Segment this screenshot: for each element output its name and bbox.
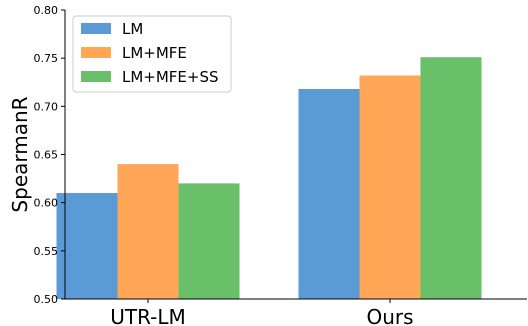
- legend-swatch: [81, 71, 111, 82]
- y-axis-title: SpearmanR: [8, 96, 32, 212]
- y-tick-label: 0.80: [34, 4, 59, 17]
- x-tick-label: UTR-LM: [110, 305, 186, 326]
- x-tick-label: Ours: [366, 305, 413, 326]
- bar-utr-lm-lm-mfe: [117, 164, 179, 299]
- y-tick-label: 0.70: [34, 100, 59, 113]
- bar-utr-lm-lm: [56, 193, 118, 299]
- bar-ours-lm: [298, 88, 360, 299]
- legend-label: LM+MFE+SS: [122, 68, 219, 86]
- legend-label: LM+MFE: [122, 44, 187, 62]
- y-tick-label: 0.65: [34, 149, 59, 162]
- bars-group: [56, 57, 482, 299]
- legend-swatch: [81, 23, 111, 34]
- bar-ours-lm-mfe: [359, 75, 421, 299]
- y-tick-label: 0.60: [34, 197, 59, 210]
- x-axis: UTR-LM Ours: [65, 298, 527, 326]
- y-axis: 0.50 0.55 0.60 0.65 0.70 0.75 0.80: [34, 4, 66, 306]
- legend-box: [72, 15, 232, 93]
- legend: LM LM+MFE LM+MFE+SS: [72, 15, 232, 93]
- legend-swatch: [81, 47, 111, 58]
- legend-label: LM: [122, 20, 143, 38]
- y-tick-label: 0.75: [34, 52, 59, 65]
- bar-ours-lm-mfe-ss: [420, 57, 482, 299]
- bar-utr-lm-lm-mfe-ss: [178, 183, 240, 299]
- y-tick-label: 0.55: [34, 245, 59, 258]
- y-tick-label: 0.50: [34, 293, 59, 306]
